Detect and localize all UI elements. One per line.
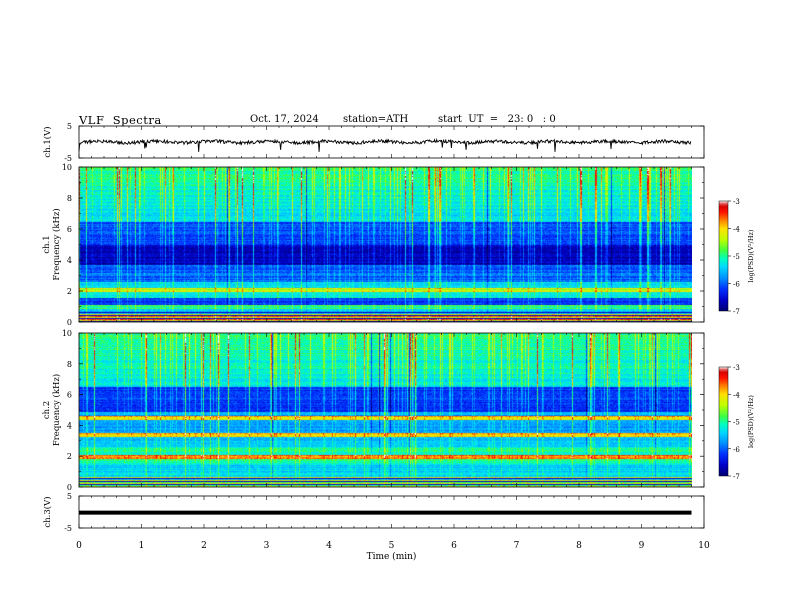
x-tick-label: 10 — [698, 541, 710, 551]
y-tick-label: 10 — [62, 329, 72, 338]
y-tick-label: 8 — [67, 360, 72, 369]
y-tick-label: 5 — [67, 122, 72, 131]
y-tick-label: 0 — [67, 483, 72, 492]
y-axis-label: Frequency (kHz) — [51, 208, 62, 280]
x-tick-label: 7 — [514, 541, 520, 551]
colorbar-2 — [718, 366, 729, 477]
x-tick-label: 1 — [139, 541, 145, 551]
y-tick-label: 2 — [67, 452, 72, 461]
x-tick-label: 6 — [451, 541, 457, 551]
colorbar-tick-label: -3 — [733, 198, 740, 206]
y-tick-label: 4 — [67, 256, 72, 265]
y-axis-label: ch.1 — [42, 235, 52, 253]
colorbar-label: log(PSD)(V²/Hz) — [747, 395, 755, 448]
colorbar-tick-label: -7 — [733, 473, 740, 481]
colorbar-1 — [718, 200, 729, 312]
y-tick-label: -5 — [64, 154, 72, 163]
y-tick-label: 0 — [67, 318, 72, 327]
station-label: station=ATH — [343, 114, 409, 125]
y-axis-label: ch.1(V) — [42, 126, 53, 157]
colorbar-tick-label: -6 — [733, 281, 740, 289]
colorbar-tick-label: -6 — [733, 446, 740, 454]
colorbar-tick-label: -5 — [733, 419, 740, 427]
y-tick-label: 6 — [67, 225, 72, 234]
date-label: Oct. 17, 2024 — [250, 114, 319, 125]
y-axis-label: Frequency (kHz) — [51, 374, 62, 446]
x-tick-label: 9 — [639, 541, 645, 551]
figure-title: VLF Spectra — [79, 113, 162, 127]
y-tick-label: 6 — [67, 391, 72, 400]
waveform-traces — [78, 137, 692, 515]
x-tick-label: 2 — [201, 541, 207, 551]
x-tick-label: 5 — [389, 541, 395, 551]
ch3-waveform-trace — [79, 510, 692, 515]
ch2-spectrogram-image — [79, 333, 692, 487]
y-tick-label: 2 — [67, 287, 72, 296]
colorbar-label: log(PSD)(V²/Hz) — [747, 229, 755, 282]
x-axis-label: Time (min) — [367, 551, 417, 562]
colorbar-tick-label: -7 — [733, 308, 740, 316]
y-tick-label: 4 — [67, 421, 72, 430]
ch1-waveform-trace — [78, 137, 692, 152]
y-tick-label: 8 — [67, 194, 72, 203]
x-tick-label: 0 — [76, 541, 82, 551]
spectrogram-images — [79, 167, 692, 487]
y-tick-label: -5 — [64, 524, 72, 533]
colorbar-tick-label: -3 — [733, 364, 740, 372]
start-time-label: start UT = 23: 0 : 0 — [438, 114, 556, 125]
colorbar-tick-label: -5 — [733, 253, 740, 261]
x-tick-label: 3 — [264, 541, 270, 551]
x-tick-label: 4 — [326, 541, 332, 551]
y-axis-label: ch.2 — [42, 401, 52, 419]
colorbar-tick-label: -4 — [733, 226, 740, 234]
colorbar-tick-label: -4 — [733, 391, 740, 399]
axes — [78, 125, 731, 529]
ch1-spectrogram-image — [79, 167, 692, 322]
y-axis-label: ch.3(V) — [42, 496, 53, 527]
y-tick-label: 5 — [67, 492, 72, 501]
x-tick-label: 8 — [576, 541, 582, 551]
y-tick-label: 10 — [62, 163, 72, 172]
